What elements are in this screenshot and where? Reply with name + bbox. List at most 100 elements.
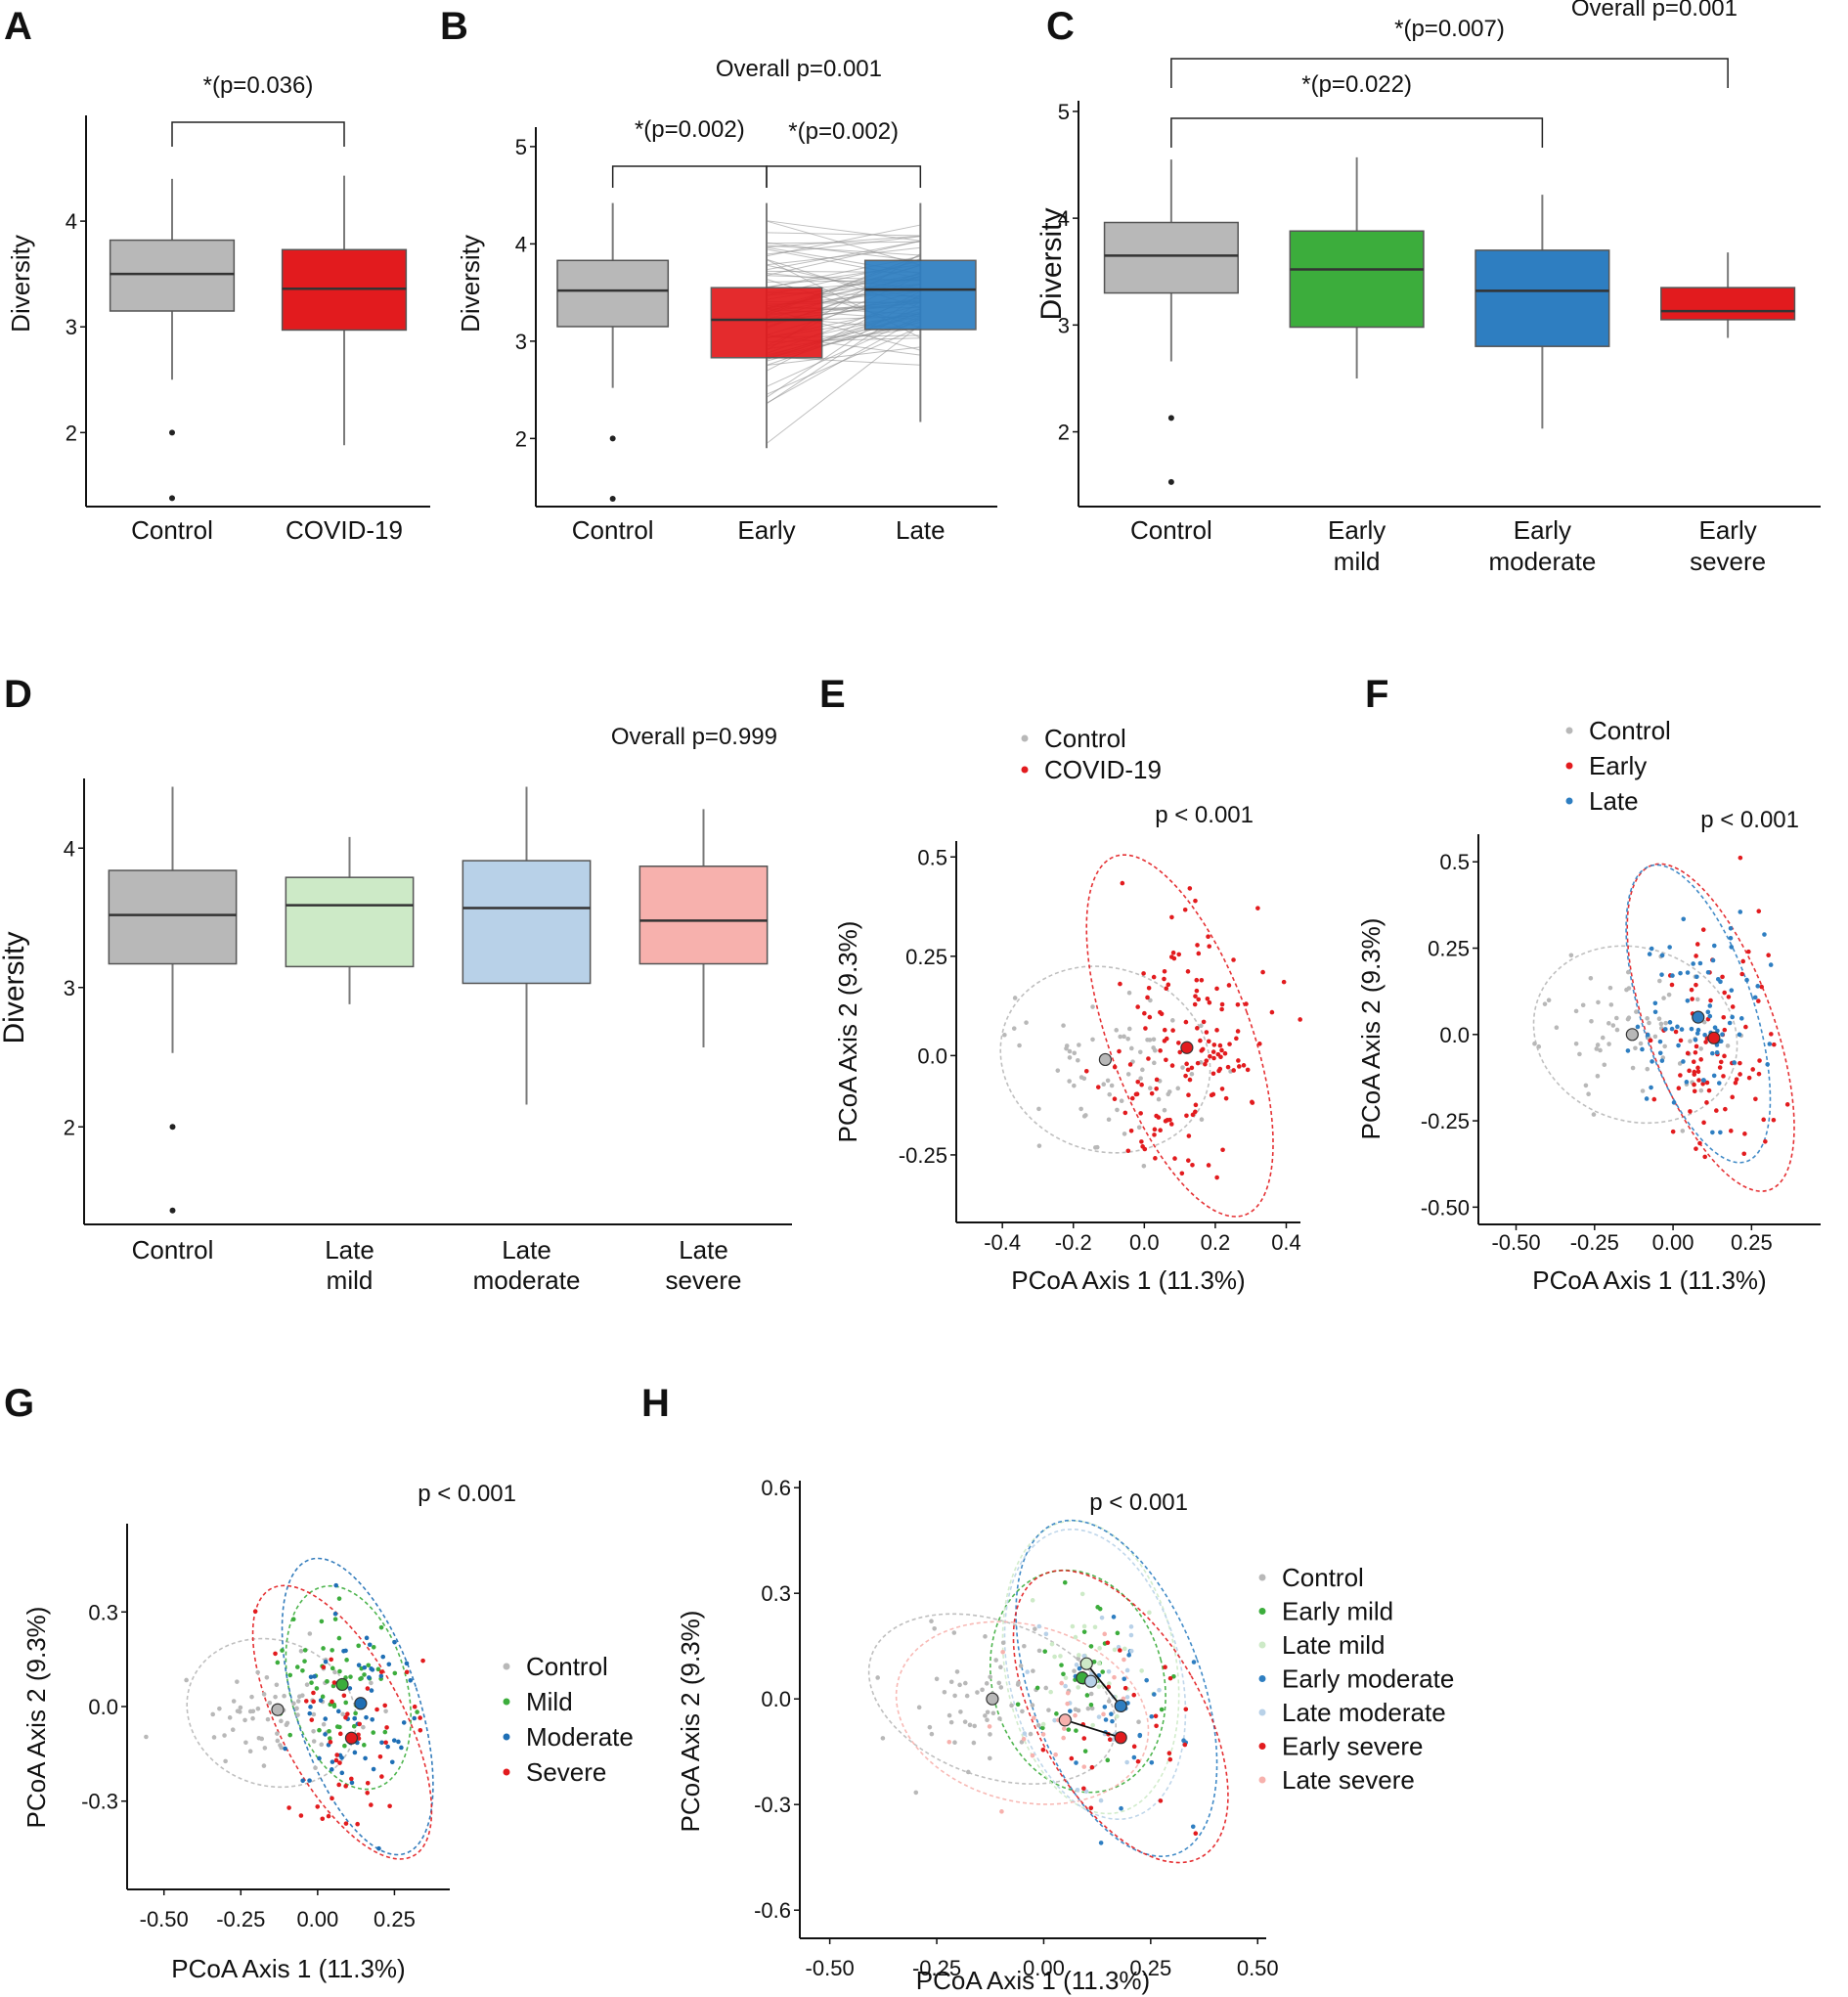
data-point xyxy=(1744,977,1749,983)
data-point xyxy=(1109,1711,1114,1717)
data-point xyxy=(247,1749,253,1753)
data-point xyxy=(1183,1019,1189,1025)
data-point xyxy=(1721,1074,1726,1079)
data-point xyxy=(1177,1049,1183,1055)
data-point xyxy=(1031,1668,1035,1673)
data-point xyxy=(1577,1051,1582,1057)
legend-label: COVID-19 xyxy=(1044,755,1162,784)
data-point xyxy=(1043,1631,1049,1637)
data-point xyxy=(384,1725,389,1730)
data-point xyxy=(1710,1050,1715,1056)
data-point xyxy=(1614,1015,1619,1021)
data-point xyxy=(1695,1065,1700,1071)
paired-line xyxy=(766,346,921,367)
data-point xyxy=(210,1711,215,1717)
data-point xyxy=(1600,1035,1606,1041)
data-point xyxy=(1667,945,1672,950)
data-point xyxy=(1214,1175,1219,1180)
centroid-marker xyxy=(344,1731,359,1745)
data-point xyxy=(1083,1789,1089,1795)
data-point xyxy=(1168,1122,1174,1127)
data-point xyxy=(1756,998,1761,1003)
confidence-ellipse-control xyxy=(1532,945,1738,1125)
data-point xyxy=(1152,1047,1158,1053)
data-point xyxy=(273,1651,278,1657)
data-point xyxy=(1190,1112,1196,1118)
data-point xyxy=(1192,1001,1198,1007)
data-point xyxy=(1065,1690,1071,1696)
data-point xyxy=(1042,1649,1048,1654)
data-point xyxy=(1662,1043,1667,1049)
confidence-ellipse-control xyxy=(186,1637,358,1789)
outlier-point xyxy=(169,495,175,502)
data-point xyxy=(327,1728,331,1734)
data-point xyxy=(1675,1024,1680,1030)
y-tick-label: 2 xyxy=(515,426,527,451)
centroid-marker xyxy=(1114,1731,1127,1745)
data-point xyxy=(341,1693,347,1699)
data-point xyxy=(1694,954,1698,958)
data-point xyxy=(367,1675,372,1680)
data-point xyxy=(1706,1087,1712,1093)
data-point xyxy=(1663,1027,1668,1032)
data-point xyxy=(1134,1091,1140,1097)
data-point xyxy=(1125,1036,1130,1042)
y-tick-label: -0.25 xyxy=(1421,1109,1470,1133)
data-point xyxy=(1030,1598,1035,1603)
data-point xyxy=(1708,998,1713,1003)
data-point xyxy=(343,1714,348,1720)
box-control: Control xyxy=(108,786,238,1265)
data-point xyxy=(337,1668,342,1674)
data-point xyxy=(348,1674,353,1679)
data-point xyxy=(1728,935,1734,941)
data-point xyxy=(356,1643,361,1649)
data-point xyxy=(1701,1120,1706,1126)
y-tick-label: 0.0 xyxy=(1439,1023,1470,1047)
data-point xyxy=(1245,1067,1251,1073)
data-point xyxy=(1098,1797,1104,1803)
data-point xyxy=(1036,1143,1042,1148)
data-point xyxy=(285,1720,290,1726)
box-control: Control xyxy=(109,178,236,545)
box-iqr xyxy=(1289,230,1425,329)
data-point xyxy=(1219,1006,1224,1012)
points-late-moderate xyxy=(1022,1615,1162,1803)
x-tick-label: 0.00 xyxy=(1023,1956,1065,1980)
significance-bracket: *(p=0.022) xyxy=(1170,71,1544,148)
centroid-marker xyxy=(1058,1713,1072,1727)
overall-p-label: Overall p=0.001 xyxy=(1571,0,1738,22)
data-point xyxy=(1122,1685,1128,1691)
data-point xyxy=(367,1642,373,1648)
data-point xyxy=(345,1711,350,1716)
data-point xyxy=(343,1784,348,1789)
data-point xyxy=(1761,1117,1766,1123)
significance-label: *(p=0.007) xyxy=(1394,16,1505,42)
data-point xyxy=(328,1739,333,1745)
legend-swatch xyxy=(1565,727,1573,734)
data-point xyxy=(366,1663,372,1668)
data-point xyxy=(1681,916,1687,922)
data-point xyxy=(1046,1708,1051,1712)
data-point xyxy=(1185,1067,1191,1073)
x-category-label: severe xyxy=(1690,547,1766,576)
data-point xyxy=(1746,949,1751,954)
y-tick-label: -0.6 xyxy=(754,1898,791,1923)
data-point xyxy=(250,1715,255,1721)
data-point xyxy=(962,1719,968,1724)
data-point xyxy=(1710,957,1716,963)
data-point xyxy=(255,1706,261,1711)
significance-bracket: *(p=0.007) xyxy=(1170,16,1729,88)
data-point xyxy=(1185,969,1191,974)
data-point xyxy=(362,1743,367,1748)
data-point xyxy=(1105,1078,1111,1084)
data-point xyxy=(1102,1631,1108,1637)
data-point xyxy=(1685,998,1691,1003)
data-point xyxy=(1645,1016,1650,1021)
data-point xyxy=(1673,1029,1679,1035)
data-point xyxy=(317,1727,322,1733)
data-point xyxy=(287,1732,292,1738)
data-point xyxy=(362,1664,368,1670)
data-point xyxy=(339,1770,345,1776)
